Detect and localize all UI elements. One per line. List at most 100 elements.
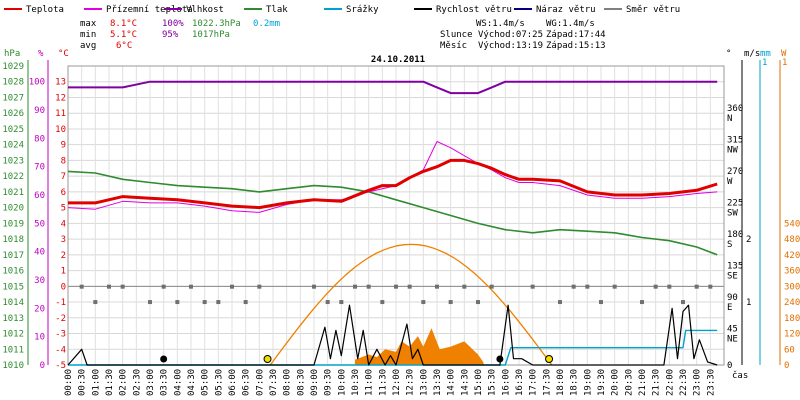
x-tick: 15:00: [474, 369, 484, 396]
wind-direction-point: [312, 284, 316, 289]
wind-direction-point: [667, 284, 672, 289]
wind-direction-point: [421, 300, 426, 305]
x-tick: 17:30: [542, 369, 552, 396]
moon-label: Měsíc: [440, 41, 467, 51]
legend-label: Srážky: [346, 5, 379, 15]
x-tick: 12:00: [392, 369, 402, 396]
x-tick: 04:30: [187, 369, 197, 396]
direction-tick: 225: [727, 199, 743, 209]
pressure-tick: 1022: [2, 172, 24, 182]
wind-direction-point: [448, 300, 453, 305]
wind-direction-point: [257, 284, 262, 289]
pressure-tick: 1028: [2, 78, 24, 88]
pressure-tick: 1023: [2, 156, 24, 166]
direction-tick-label: E: [727, 303, 732, 313]
humidity-tick: 100: [29, 78, 45, 88]
wind-direction-point: [120, 284, 125, 289]
sun-elevation-line: [269, 243, 553, 366]
direction-tick: 315: [727, 136, 743, 146]
solar-tick: 420: [784, 251, 800, 261]
solar-tick: 360: [784, 267, 800, 277]
pressure-tick: 1020: [2, 204, 24, 214]
temperature-tick: -1: [55, 298, 66, 308]
temperature-tick: 12: [55, 93, 66, 103]
direction-tick: 135: [727, 262, 743, 272]
wind-direction-point: [681, 300, 685, 305]
wind-direction-point: [161, 284, 166, 289]
x-tick: 07:30: [269, 369, 279, 396]
pressure-tick: 1014: [2, 298, 24, 308]
wind-direction-point: [202, 300, 207, 305]
pressure-tick: 1024: [2, 141, 24, 151]
sun-label: Slunce: [440, 30, 473, 40]
wind-direction-point: [653, 284, 658, 289]
rain-axis-title: mm: [760, 49, 771, 59]
stat-min-humidity: 95%: [162, 30, 179, 40]
wind-direction-point: [694, 284, 699, 289]
x-tick: 07:00: [255, 369, 265, 396]
x-tick: 06:00: [228, 369, 238, 396]
humidity-axis-title: %: [38, 49, 44, 59]
temperature-tick: 2: [61, 251, 66, 261]
x-tick: 13:30: [433, 369, 443, 396]
x-tick: 18:30: [570, 369, 580, 396]
legend-label: Tlak: [266, 5, 288, 15]
x-tick: 06:30: [242, 369, 252, 396]
temperature-line: [68, 158, 718, 210]
wind-tick: 1: [746, 298, 751, 308]
temperature-tick: 10: [55, 125, 66, 135]
pressure-tick: 1027: [2, 93, 24, 103]
x-tick: 10:30: [351, 369, 361, 396]
x-tick: 14:30: [460, 369, 470, 396]
solar-axis-title: W: [781, 49, 787, 59]
x-tick: 00:00: [64, 369, 74, 396]
sun-rise: Východ:07:25: [478, 30, 543, 40]
direction-tick: 45: [727, 325, 738, 335]
x-tick: 19:30: [597, 369, 607, 396]
humidity-tick: 90: [34, 106, 45, 116]
x-tick: 03:00: [146, 369, 156, 396]
rain-event-marker: [160, 355, 168, 363]
x-tick: 09:30: [324, 369, 334, 396]
pressure-tick: 1010: [2, 361, 24, 371]
solar-axis-top: 1: [782, 58, 787, 68]
humidity-tick: 0: [40, 361, 45, 371]
temperature-tick: 3: [61, 235, 66, 245]
wind-direction-point: [243, 300, 248, 305]
wind-direction-point: [530, 284, 535, 289]
x-tick: 11:30: [378, 369, 388, 396]
solar-tick: 240: [784, 298, 800, 308]
direction-axis-title: °: [726, 49, 731, 59]
temperature-tick: 7: [61, 172, 66, 182]
humidity-tick: 30: [34, 276, 45, 286]
stat-avg-temp: 6°C: [116, 41, 132, 51]
temperature-tick: 11: [55, 109, 66, 119]
humidity-tick: 20: [34, 304, 45, 314]
stat-min-temp: 5.1°C: [110, 30, 137, 40]
temperature-tick: -4: [55, 345, 66, 355]
legend-label: Náraz větru: [536, 5, 596, 15]
solar-radiation-area: [355, 328, 484, 365]
direction-tick-label: SE: [727, 272, 738, 282]
x-tick: 00:30: [78, 369, 88, 396]
moon-rise: Východ:13:19: [478, 41, 543, 51]
pressure-tick: 1019: [2, 219, 24, 229]
x-tick: 20:30: [624, 369, 634, 396]
temperature-tick: 4: [61, 219, 66, 229]
wind-direction-point: [79, 284, 84, 289]
x-tick: 18:00: [556, 369, 566, 396]
sun-marker: [545, 355, 554, 363]
direction-tick: 180: [727, 230, 743, 240]
direction-tick-label: SW: [727, 209, 738, 219]
ground-temperature-line: [67, 141, 718, 213]
direction-tick: 0: [727, 361, 732, 371]
solar-tick: 60: [784, 345, 795, 355]
x-tick: 10:00: [337, 369, 347, 396]
wind-direction-point: [107, 284, 111, 289]
solar-tick: 300: [784, 282, 800, 292]
legend-label: Rychlost větru: [436, 5, 512, 15]
pressure-tick: 1012: [2, 330, 24, 340]
x-tick: 12:30: [406, 369, 416, 396]
solar-tick: 120: [784, 330, 800, 340]
